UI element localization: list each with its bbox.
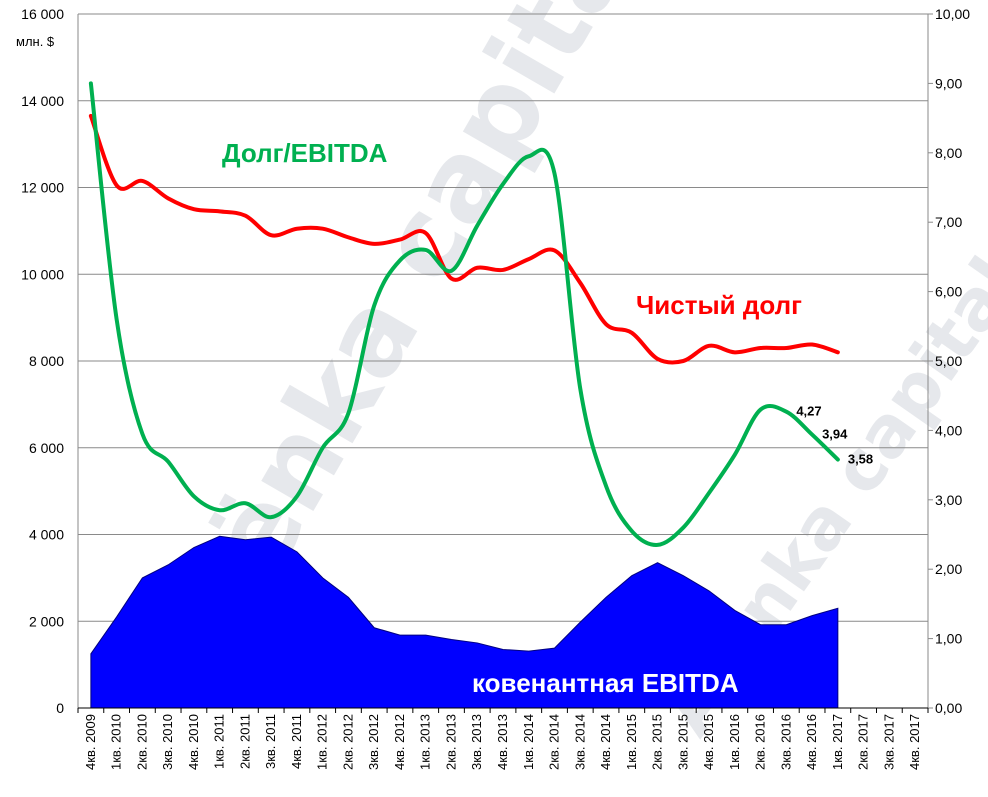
x-tick-label: 3кв. 2011 xyxy=(263,714,278,769)
x-tick-label: 2кв. 2012 xyxy=(340,714,355,770)
left-tick-label: 4 000 xyxy=(29,527,64,543)
right-tick-label: 2,00 xyxy=(935,561,962,577)
x-tick-label: 2кв. 2011 xyxy=(237,714,252,769)
right-tick-label: 0,00 xyxy=(935,700,962,716)
x-tick-label: 2кв. 2013 xyxy=(443,714,458,770)
left-tick-label: 10 000 xyxy=(21,266,64,282)
right-tick-label: 3,00 xyxy=(935,492,962,508)
x-tick-label: 3кв. 2012 xyxy=(366,714,381,770)
series-line-net-debt xyxy=(88,113,840,365)
x-tick-label: 1кв. 2015 xyxy=(624,714,639,770)
right-axis-ticks: 0,00 1,00 2,00 3,00 4,00 5,00 6,00 7,00 8,00 9,00… xyxy=(928,6,970,716)
x-tick-label: 1кв. 2011 xyxy=(212,714,227,769)
series-area-ebitda xyxy=(90,535,839,709)
left-tick-label: 8 000 xyxy=(29,353,64,369)
x-tick-label: 4кв. 2010 xyxy=(186,714,201,770)
x-tick-label: 2кв. 2010 xyxy=(134,714,149,770)
x-tick-label: 2кв. 2014 xyxy=(547,714,562,770)
x-tick-label: 3кв. 2017 xyxy=(881,714,896,770)
x-tick-label: 1кв. 2010 xyxy=(109,714,124,770)
left-tick-label: 2 000 xyxy=(29,613,64,629)
x-tick-label: 1кв. 2014 xyxy=(521,714,536,770)
x-tick-label: 4кв. 2016 xyxy=(804,714,819,770)
left-tick-label: 14 000 xyxy=(21,93,64,109)
right-tick-label: 8,00 xyxy=(935,145,962,161)
x-tick-label: 3кв. 2015 xyxy=(675,714,690,770)
x-axis-ticks: 4кв. 2009 1кв. 2010 2кв. 2010 3кв. 2010 4кв.… xyxy=(77,708,929,770)
x-tick-label: 1кв. 2016 xyxy=(727,714,742,770)
x-tick-label: 1кв. 2013 xyxy=(418,714,433,770)
x-tick-label: 4кв. 2011 xyxy=(289,714,304,769)
left-tick-label: 0 xyxy=(56,700,64,716)
x-tick-label: 4кв. 2015 xyxy=(701,714,716,770)
x-tick-label: 4кв. 2012 xyxy=(392,714,407,770)
data-label: 4,27 xyxy=(796,404,821,419)
data-label: 3,58 xyxy=(848,452,873,467)
x-tick-label: 1кв. 2012 xyxy=(315,714,330,770)
area-layer xyxy=(90,535,839,709)
x-tick-label: 1кв. 2017 xyxy=(830,714,845,770)
x-tick-label: 3кв. 2016 xyxy=(778,714,793,770)
right-tick-label: 7,00 xyxy=(935,214,962,230)
x-tick-label: 4кв. 2013 xyxy=(495,714,510,770)
x-tick-label: 3кв. 2013 xyxy=(469,714,484,770)
gridlines xyxy=(78,13,928,622)
left-tick-label: 6 000 xyxy=(29,440,64,456)
x-tick-label: 2кв. 2017 xyxy=(856,714,871,770)
x-tick-label: 2кв. 2015 xyxy=(650,714,665,770)
data-label: 3,94 xyxy=(822,427,848,442)
y-axis-unit-label: млн. $ xyxy=(16,34,55,49)
right-tick-label: 5,00 xyxy=(935,353,962,369)
annotation-net-debt: Чистый долг xyxy=(636,290,802,320)
right-tick-label: 9,00 xyxy=(935,75,962,91)
x-tick-label: 4кв. 2017 xyxy=(907,714,922,770)
series-line-debt-ebitda xyxy=(88,81,840,547)
x-tick-label: 4кв. 2014 xyxy=(598,714,613,770)
x-tick-label: 2кв. 2016 xyxy=(753,714,768,770)
x-tick-label: 4кв. 2009 xyxy=(83,714,98,770)
right-tick-label: 6,00 xyxy=(935,284,962,300)
left-tick-label: 12 000 xyxy=(21,180,64,196)
right-tick-label: 1,00 xyxy=(935,631,962,647)
data-labels: 4,273,943,58 xyxy=(796,404,873,467)
right-tick-label: 10,00 xyxy=(935,6,970,22)
x-tick-label: 3кв. 2010 xyxy=(160,714,175,770)
line-layer xyxy=(88,81,840,547)
annotation-ebitda: ковенантная EBITDA xyxy=(472,668,739,698)
left-axis-ticks: 0 2 000 4 000 6 000 8 000 10 000 12 000 14 000 1… xyxy=(21,6,64,716)
annotation-ratio: Долг/EBITDA xyxy=(222,138,388,168)
right-tick-label: 4,00 xyxy=(935,422,962,438)
left-tick-label: 16 000 xyxy=(21,6,64,22)
x-tick-label: 3кв. 2014 xyxy=(572,714,587,770)
